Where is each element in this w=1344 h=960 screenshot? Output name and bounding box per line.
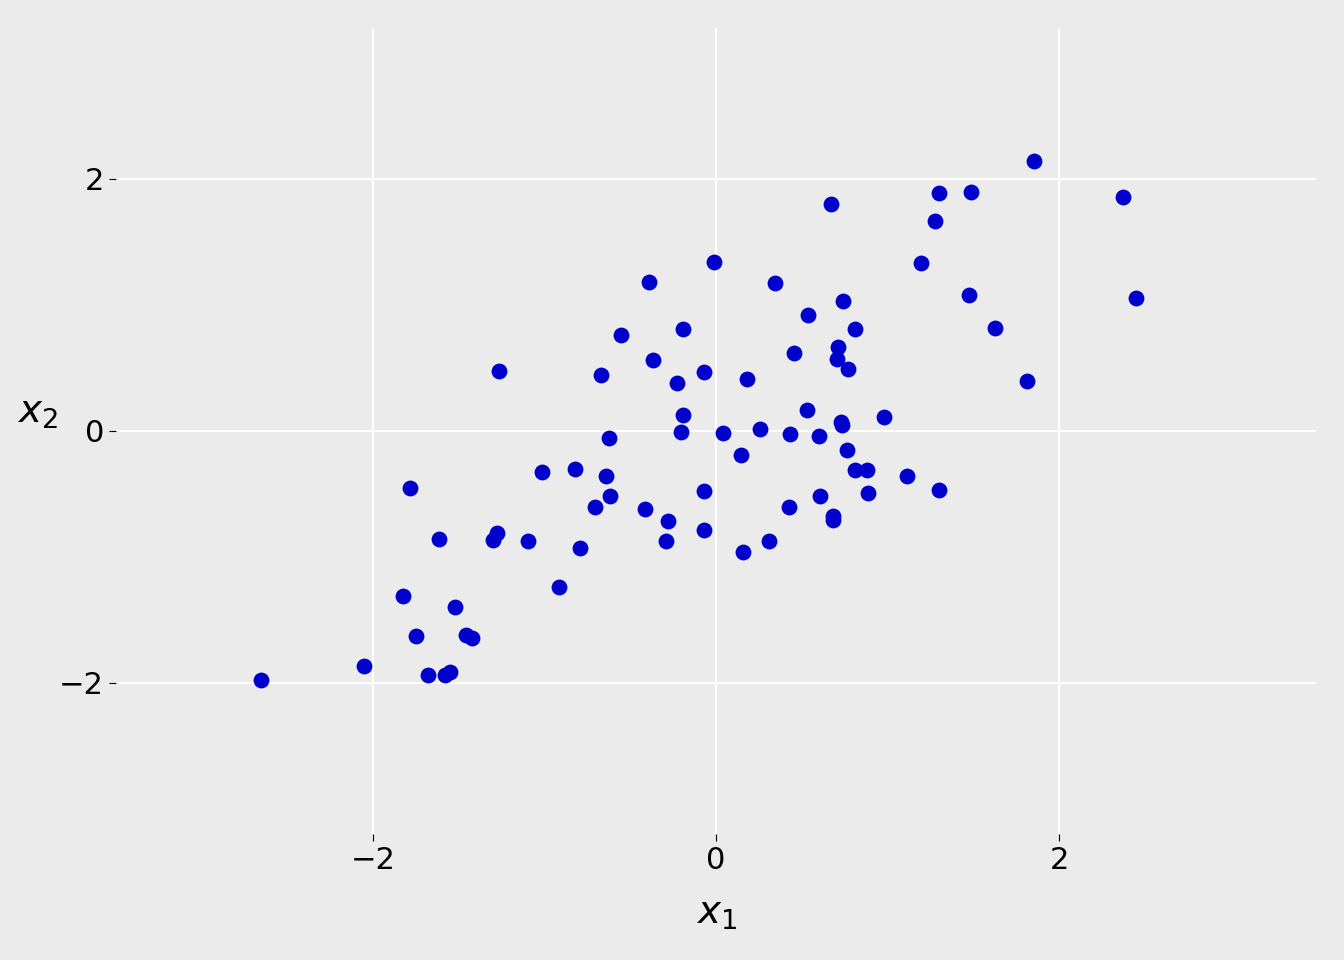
- Point: [749, 421, 770, 437]
- Point: [765, 275, 786, 290]
- Point: [712, 425, 734, 441]
- Point: [489, 363, 511, 378]
- Point: [434, 667, 456, 683]
- Point: [531, 464, 552, 479]
- Point: [929, 483, 950, 498]
- Point: [929, 185, 950, 201]
- Point: [896, 468, 918, 484]
- Point: [1111, 189, 1133, 204]
- Point: [692, 484, 714, 499]
- Point: [570, 540, 591, 556]
- Point: [828, 339, 849, 354]
- Point: [444, 600, 465, 615]
- Point: [832, 294, 853, 309]
- Point: [1125, 291, 1146, 306]
- Point: [456, 628, 477, 643]
- Point: [656, 533, 677, 548]
- Point: [405, 629, 426, 644]
- Point: [610, 327, 632, 343]
- Point: [642, 352, 664, 368]
- Point: [439, 664, 461, 680]
- Point: [657, 514, 679, 529]
- Point: [634, 501, 656, 516]
- Point: [585, 499, 606, 515]
- Point: [837, 361, 859, 376]
- Point: [638, 275, 660, 290]
- Point: [778, 500, 800, 516]
- Point: [595, 468, 617, 484]
- Point: [730, 447, 751, 463]
- Point: [548, 579, 570, 594]
- Point: [780, 426, 801, 442]
- Point: [392, 588, 414, 603]
- Point: [1016, 373, 1038, 389]
- Point: [821, 513, 843, 528]
- Point: [958, 288, 980, 303]
- Point: [832, 417, 853, 432]
- Point: [844, 322, 866, 337]
- Point: [809, 488, 831, 503]
- Point: [667, 375, 688, 391]
- Point: [844, 463, 866, 478]
- Point: [797, 307, 818, 323]
- Point: [820, 197, 841, 212]
- Point: [758, 533, 780, 548]
- Point: [353, 659, 375, 674]
- Point: [482, 532, 504, 547]
- Point: [417, 667, 438, 683]
- Point: [856, 462, 878, 477]
- Point: [461, 631, 482, 646]
- Point: [732, 544, 754, 560]
- Point: [823, 509, 844, 524]
- Point: [399, 481, 421, 496]
- Point: [598, 430, 620, 445]
- Point: [737, 372, 758, 387]
- X-axis label: $x_1$: $x_1$: [696, 894, 737, 932]
- Point: [599, 489, 621, 504]
- Point: [672, 322, 694, 337]
- Point: [925, 213, 946, 228]
- Point: [827, 350, 848, 366]
- Point: [694, 364, 715, 379]
- Point: [808, 428, 829, 444]
- Point: [429, 531, 450, 546]
- Point: [910, 255, 931, 271]
- Point: [1024, 153, 1046, 168]
- Point: [960, 184, 981, 200]
- Point: [782, 346, 804, 361]
- Point: [831, 414, 852, 429]
- Y-axis label: $x_2$: $x_2$: [17, 393, 58, 431]
- Point: [564, 461, 586, 476]
- Point: [487, 525, 508, 540]
- Point: [250, 673, 271, 688]
- Point: [797, 402, 818, 418]
- Point: [694, 522, 715, 538]
- Point: [836, 442, 857, 457]
- Point: [517, 534, 539, 549]
- Point: [590, 367, 612, 382]
- Point: [671, 424, 692, 440]
- Point: [874, 409, 895, 424]
- Point: [857, 485, 879, 500]
- Point: [703, 254, 724, 270]
- Point: [985, 321, 1007, 336]
- Point: [672, 408, 694, 423]
